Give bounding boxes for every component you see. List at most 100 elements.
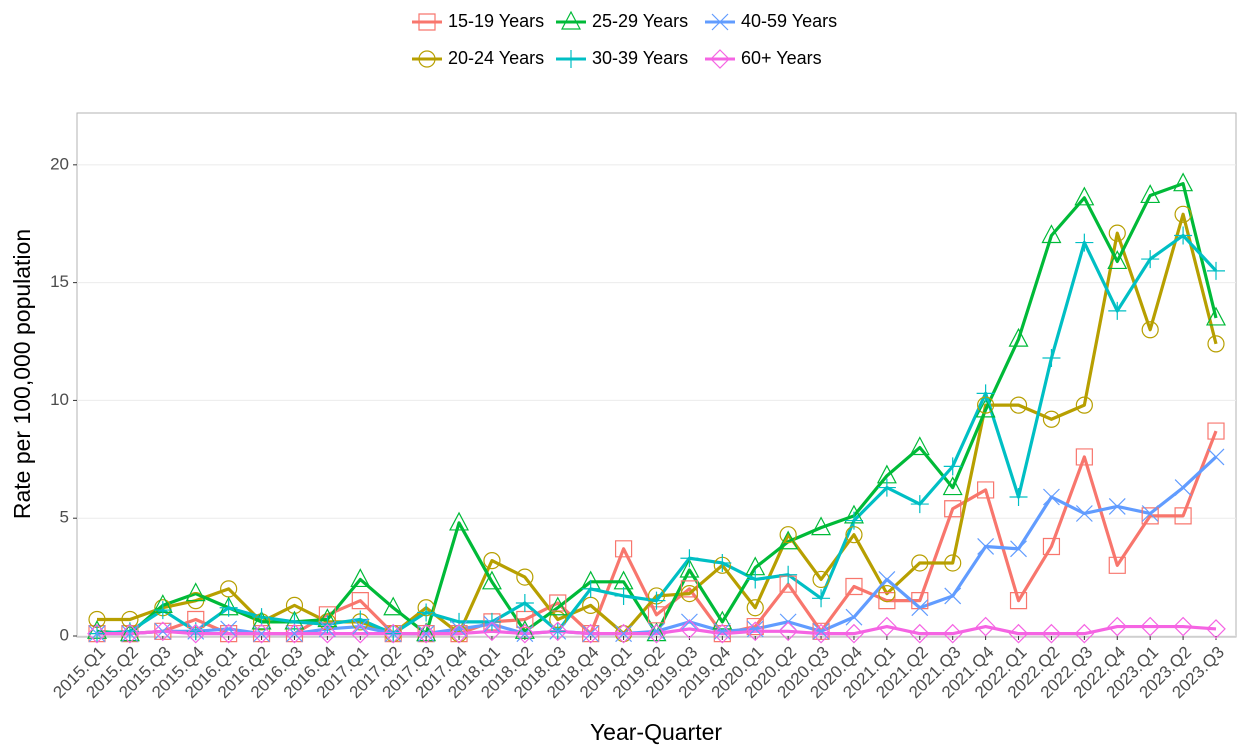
point-marker (942, 476, 963, 496)
y-tick-label: 15 (50, 272, 69, 291)
point-marker (614, 540, 633, 558)
point-marker (88, 625, 106, 643)
point-marker (1074, 186, 1095, 206)
point-marker (482, 621, 502, 642)
point-marker (779, 565, 798, 584)
point-marker (121, 625, 139, 643)
point-marker (878, 592, 896, 610)
point-marker (582, 596, 600, 614)
point-marker (680, 549, 699, 568)
point-marker (450, 625, 468, 643)
point-marker (121, 610, 139, 629)
point-marker (1173, 616, 1193, 637)
point-marker (845, 526, 863, 544)
point-marker (1075, 233, 1094, 252)
point-marker (1206, 306, 1226, 326)
point-marker (910, 495, 929, 514)
legend-item: 60+ Years (705, 48, 822, 69)
point-marker (679, 619, 700, 639)
point-marker (1141, 507, 1159, 525)
point-marker (1075, 448, 1093, 466)
point-marker (712, 623, 733, 644)
point-marker (975, 398, 996, 418)
point-marker (1041, 623, 1062, 644)
point-marker (416, 623, 436, 644)
point-marker (251, 610, 272, 630)
point-marker (547, 596, 568, 616)
point-marker (909, 623, 930, 644)
point-marker (1207, 261, 1225, 280)
point-marker (646, 623, 667, 644)
point-marker (350, 568, 371, 588)
point-marker (154, 622, 172, 640)
legend-item: 15-19 Years (412, 11, 544, 31)
point-marker (516, 610, 534, 629)
point-marker (284, 623, 305, 644)
point-marker (1108, 498, 1126, 515)
point-marker (152, 621, 173, 642)
point-marker (911, 592, 929, 610)
y-axis-title: Rate per 100,000 population (9, 229, 35, 519)
legend-label: 30-39 Years (592, 48, 688, 68)
point-marker (1041, 224, 1062, 244)
point-marker (647, 606, 666, 624)
point-marker (252, 608, 271, 627)
point-marker (943, 457, 962, 476)
point-marker (1174, 479, 1192, 497)
point-marker (944, 500, 962, 518)
point-marker (549, 622, 567, 640)
point-marker (220, 580, 238, 598)
point-marker (483, 552, 501, 570)
panel (76, 112, 1237, 638)
y-tick-label: 5 (60, 508, 69, 527)
point-marker (877, 478, 896, 497)
point-marker (580, 623, 601, 644)
point-marker (483, 615, 501, 633)
point-marker (1107, 616, 1128, 637)
point-marker (1008, 327, 1029, 347)
point-marker (1140, 616, 1161, 637)
point-marker (746, 570, 765, 589)
point-marker (1141, 250, 1160, 269)
y-tick-label: 0 (60, 625, 69, 644)
point-marker (450, 620, 468, 638)
point-marker (286, 625, 303, 643)
point-marker (1108, 301, 1127, 320)
point-marker (416, 622, 437, 642)
point-marker (450, 612, 469, 631)
point-marker (878, 571, 896, 588)
point-marker (646, 622, 667, 642)
point-marker (977, 538, 995, 555)
point-marker (977, 481, 995, 499)
point-marker (647, 587, 666, 605)
point-marker (1206, 619, 1226, 639)
point-marker (285, 596, 304, 614)
point-marker (844, 511, 863, 530)
point-marker (614, 625, 633, 643)
point-marker (1141, 321, 1159, 339)
point-marker (1009, 396, 1028, 414)
point-marker (680, 613, 698, 631)
point-marker (909, 436, 930, 456)
point-marker (220, 620, 238, 638)
point-marker (911, 554, 929, 572)
point-marker (317, 623, 338, 644)
point-marker (318, 620, 336, 638)
point-marker (1075, 396, 1093, 414)
point-marker (153, 601, 172, 620)
point-marker (844, 623, 864, 644)
point-marker (384, 625, 402, 643)
point-marker (251, 623, 272, 644)
point-marker (1008, 623, 1029, 644)
legend-key-marker (561, 10, 581, 30)
point-marker (613, 623, 634, 644)
point-marker (1010, 540, 1027, 558)
point-marker (746, 617, 764, 636)
point-marker (383, 596, 404, 616)
legend-item: 40-59 Years (705, 11, 837, 31)
point-marker (1075, 505, 1093, 522)
point-marker (218, 623, 239, 644)
point-marker (481, 570, 502, 590)
point-marker (350, 623, 371, 644)
point-marker (811, 516, 832, 536)
